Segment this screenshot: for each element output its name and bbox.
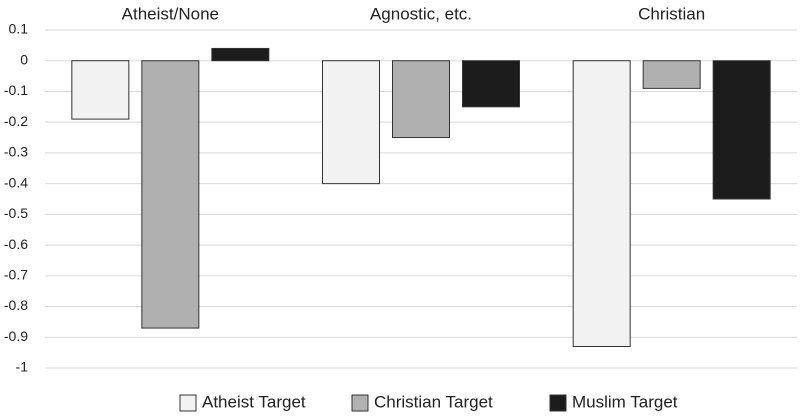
legend-label: Muslim Target [572,392,678,411]
legend-label: Christian Target [374,392,493,411]
bar [71,60,130,120]
y-tick-label: -0.9 [4,328,28,344]
legend-swatch [179,394,197,412]
y-tick-label: -0.7 [4,267,28,283]
y-tick-label: -0.3 [4,144,28,160]
bar [392,60,450,139]
y-tick-label: -1 [16,359,29,375]
legend-label: Atheist Target [202,392,306,411]
bar [211,47,270,62]
category-label: Atheist/None [122,4,219,23]
y-tick-label: -0.5 [4,205,28,221]
bar [642,60,701,89]
bar [462,60,520,108]
y-tick-label: -0.8 [4,297,28,313]
category-label: Agnostic, etc. [370,4,472,23]
category-label: Christian [638,4,705,23]
bar [322,60,380,185]
y-tick-label: 0.1 [9,21,29,37]
y-tick-label: -0.1 [4,82,28,98]
y-tick-label: -0.6 [4,236,28,252]
y-tick-label: -0.2 [4,113,28,129]
y-tick-label: -0.4 [4,174,28,190]
legend-swatch [351,394,369,412]
bar [712,60,771,200]
bar [141,60,200,329]
legend-swatch [549,394,567,412]
bar [572,60,631,347]
y-tick-label: 0 [20,51,28,67]
